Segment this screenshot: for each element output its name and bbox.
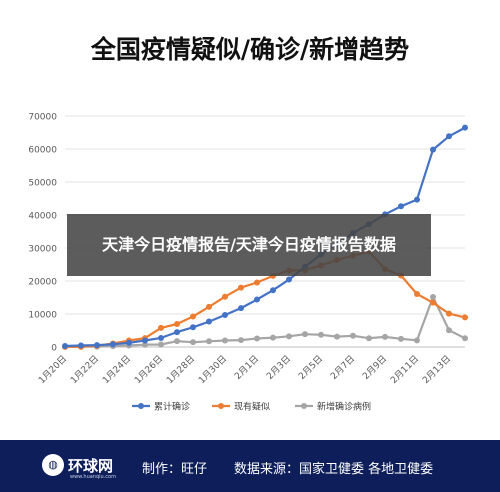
data-point xyxy=(190,313,196,320)
x-tick-label: 1月22日 xyxy=(68,353,101,386)
data-point xyxy=(446,327,452,334)
data-point xyxy=(462,335,468,342)
legend-marker xyxy=(301,403,307,409)
x-tick-label: 2月1日 xyxy=(233,353,262,382)
x-tick-label: 1月20日 xyxy=(36,353,69,386)
data-point xyxy=(350,332,356,339)
data-point xyxy=(206,303,212,310)
legend-label: 现有疑似 xyxy=(234,401,270,413)
y-tick-label: 0 xyxy=(51,344,57,354)
data-point xyxy=(174,338,180,345)
data-point xyxy=(110,341,116,348)
data-point xyxy=(286,276,292,283)
data-point xyxy=(430,293,436,300)
data-point xyxy=(254,279,260,286)
data-point xyxy=(158,341,164,348)
legend-marker xyxy=(138,403,144,409)
legend-label: 累计确诊 xyxy=(154,401,190,413)
y-tick-label: 10000 xyxy=(28,311,57,321)
data-point xyxy=(158,334,164,341)
data-point xyxy=(158,324,164,331)
x-tick-label: 2月5日 xyxy=(297,353,326,382)
headline-overlay: 天津今日疫情报告/天津今日疫情报告数据 xyxy=(67,214,431,276)
x-tick-label: 1月26日 xyxy=(132,353,165,386)
data-point xyxy=(238,284,244,291)
x-tick-label: 1月28日 xyxy=(164,353,197,386)
globe-icon: ◍ xyxy=(42,454,64,476)
chart-title: 全国疫情疑似/确诊/新增趋势 xyxy=(90,35,410,64)
data-point xyxy=(286,333,292,340)
data-point xyxy=(222,312,228,319)
data-point xyxy=(334,333,340,340)
y-tick-label: 70000 xyxy=(28,113,57,123)
y-tick-label: 40000 xyxy=(28,212,57,222)
data-point xyxy=(206,338,212,345)
data-point xyxy=(414,290,420,297)
data-point xyxy=(238,337,244,344)
x-tick-label: 2月11日 xyxy=(388,353,421,386)
x-tick-label: 2月3日 xyxy=(265,353,294,382)
data-point xyxy=(190,324,196,331)
x-tick-label: 2月7日 xyxy=(329,353,358,382)
x-tick-label: 2月9日 xyxy=(361,353,390,382)
data-point xyxy=(222,293,228,300)
y-tick-label: 30000 xyxy=(28,245,57,255)
data-point xyxy=(270,287,276,294)
data-point xyxy=(414,196,420,203)
data-point xyxy=(62,343,68,350)
data-point xyxy=(302,331,308,338)
data-point xyxy=(254,296,260,303)
logo-text: 环球网 xyxy=(68,457,114,475)
data-source: 数据来源：国家卫健委 各地卫健委 xyxy=(234,462,434,477)
data-point xyxy=(222,337,228,344)
x-tick-label: 1月24日 xyxy=(100,353,133,386)
data-point xyxy=(430,299,436,306)
data-point xyxy=(414,337,420,344)
legend-label: 新增确诊病例 xyxy=(317,401,371,413)
series-line xyxy=(64,295,466,348)
data-point xyxy=(462,124,468,131)
data-point xyxy=(142,337,148,344)
x-tick-label: 1月30日 xyxy=(196,353,229,386)
x-tick-label: 2月13日 xyxy=(420,353,453,386)
y-tick-label: 60000 xyxy=(28,146,57,156)
data-point xyxy=(94,342,100,349)
data-point xyxy=(206,318,212,325)
data-point xyxy=(382,333,388,340)
data-point xyxy=(238,305,244,312)
data-point xyxy=(190,339,196,346)
data-point xyxy=(398,335,404,342)
logo-url: www.huanqiu.com xyxy=(70,474,116,480)
data-point xyxy=(430,146,436,153)
data-point xyxy=(446,310,452,317)
maker-credit: 制作：旺仔 xyxy=(142,462,208,477)
data-point xyxy=(174,320,180,327)
legend-marker xyxy=(218,403,224,409)
data-point xyxy=(270,334,276,341)
headline-text: 天津今日疫情报告/天津今日疫情报告数据 xyxy=(102,235,396,254)
data-point xyxy=(174,329,180,336)
data-point xyxy=(254,335,260,342)
data-point xyxy=(366,335,372,342)
data-point xyxy=(398,203,404,210)
brand-logo: ◍ 环球网 www.huanqiu.com xyxy=(42,452,122,482)
y-tick-label: 20000 xyxy=(28,278,57,288)
line-chart: 0 10000 20000 30000 40000 50000 60000 70000 1月20… xyxy=(28,113,468,413)
data-point xyxy=(78,342,84,349)
data-point xyxy=(446,133,452,140)
data-point xyxy=(318,331,324,338)
data-point xyxy=(462,314,468,321)
data-point xyxy=(126,339,132,346)
y-tick-label: 50000 xyxy=(28,179,57,189)
data-point xyxy=(142,341,148,348)
footer-bar: ◍ 环球网 www.huanqiu.com 制作：旺仔 数据来源：国家卫健委 各… xyxy=(0,440,500,492)
